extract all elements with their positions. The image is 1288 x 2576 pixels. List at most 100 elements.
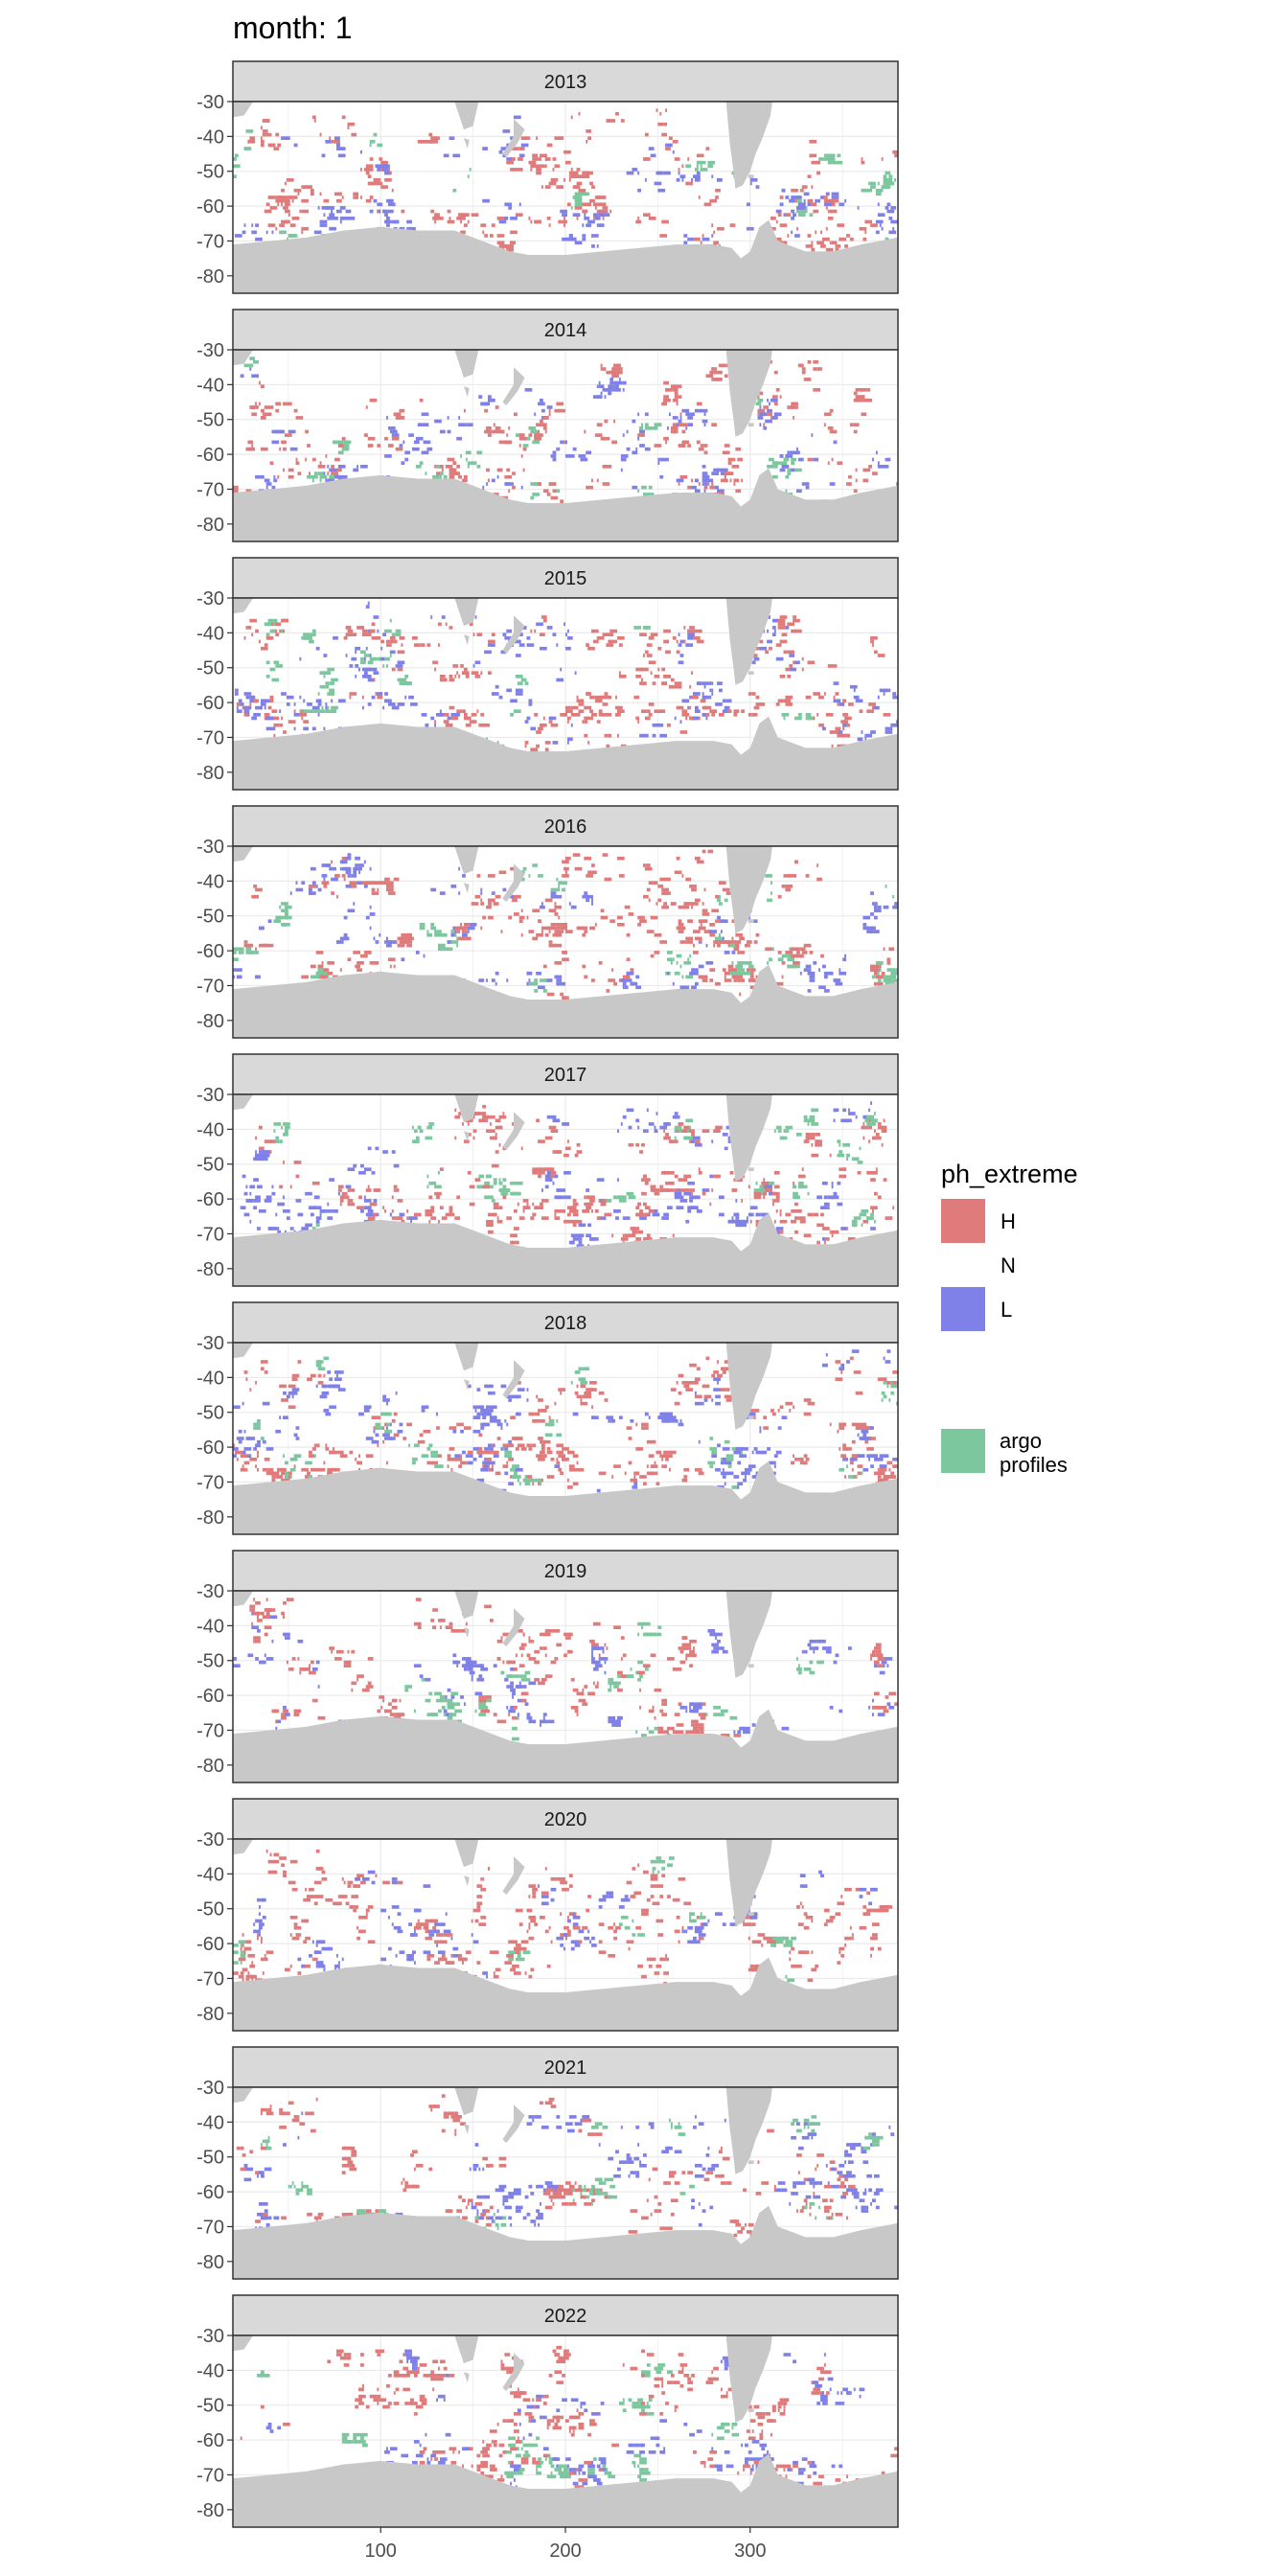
extreme-cell xyxy=(698,964,704,969)
falklands-landmass xyxy=(748,1167,754,1171)
extreme-cell xyxy=(269,699,274,703)
extreme-cell xyxy=(877,1125,884,1130)
extreme-cell xyxy=(759,1188,766,1192)
extreme-cell xyxy=(275,429,284,434)
extreme-cell xyxy=(397,650,405,655)
extreme-cell xyxy=(761,1450,768,1455)
extreme-cell xyxy=(384,436,388,441)
extreme-cell xyxy=(325,684,330,689)
extreme-cell xyxy=(251,444,254,448)
extreme-cell xyxy=(900,157,904,161)
extreme-cell xyxy=(273,622,282,627)
extreme-cell xyxy=(277,202,280,207)
extreme-cell xyxy=(395,1391,398,1395)
extreme-cell xyxy=(709,1174,714,1179)
extreme-cell xyxy=(586,129,591,133)
extreme-cell xyxy=(532,1443,537,1448)
extreme-cell xyxy=(544,429,547,434)
extreme-cell xyxy=(275,664,284,668)
extreme-cell xyxy=(773,1464,776,1468)
extreme-cell xyxy=(358,866,362,871)
extreme-cell xyxy=(693,237,701,242)
extreme-cell xyxy=(365,1188,372,1192)
extreme-cell xyxy=(258,402,261,406)
extreme-cell xyxy=(771,947,774,952)
extreme-cell xyxy=(265,726,272,731)
extreme-cell xyxy=(273,618,278,623)
extreme-cell xyxy=(582,894,588,899)
extreme-cell xyxy=(415,951,420,954)
extreme-cell xyxy=(538,1458,545,1461)
extreme-cell xyxy=(550,1129,559,1133)
extreme-cell xyxy=(632,981,638,986)
extreme-cell xyxy=(417,1125,420,1130)
extreme-cell xyxy=(835,692,840,696)
extreme-cell xyxy=(243,636,246,640)
extreme-cell xyxy=(628,1142,632,1147)
extreme-cell xyxy=(426,643,431,647)
extreme-cell xyxy=(661,905,669,909)
extreme-cell xyxy=(875,230,880,235)
extreme-cell xyxy=(269,1139,272,1143)
extreme-cell xyxy=(659,474,664,479)
extreme-cell xyxy=(885,1475,893,1479)
extreme-cell xyxy=(417,140,426,144)
extreme-cell xyxy=(715,188,721,193)
extreme-cell xyxy=(474,660,481,665)
extreme-cell xyxy=(319,1373,322,1378)
extreme-cell xyxy=(862,1136,865,1140)
extreme-cell xyxy=(391,632,396,636)
extreme-cell xyxy=(839,1167,847,1171)
extreme-cell xyxy=(515,1394,521,1399)
extreme-cell xyxy=(355,675,357,678)
extreme-cell xyxy=(715,981,721,986)
extreme-cell xyxy=(284,618,288,623)
extreme-cell xyxy=(275,132,280,137)
extreme-cell xyxy=(334,474,342,479)
extreme-cell xyxy=(785,626,790,630)
extreme-cell xyxy=(801,1167,804,1171)
new-zealand-landmass xyxy=(502,863,525,903)
extreme-cell xyxy=(415,436,424,441)
extreme-cell xyxy=(729,223,736,227)
extreme-cell xyxy=(793,947,800,952)
extreme-cell xyxy=(323,213,326,217)
extreme-cell xyxy=(315,1216,322,1220)
extreme-cell xyxy=(639,1209,643,1213)
extreme-cell xyxy=(236,705,239,710)
extreme-cell xyxy=(691,478,694,483)
extreme-cell xyxy=(339,866,342,871)
extreme-cell xyxy=(365,646,368,651)
extreme-cell xyxy=(589,1199,595,1203)
extreme-cell xyxy=(353,902,356,906)
extreme-cell xyxy=(377,168,381,172)
extreme-cell xyxy=(741,1219,748,1224)
extreme-cell xyxy=(713,468,721,472)
extreme-cell xyxy=(515,675,521,678)
extreme-cell xyxy=(369,1202,378,1207)
extreme-cell xyxy=(546,898,553,903)
extreme-cell xyxy=(233,1454,237,1458)
extreme-cell xyxy=(498,1142,501,1147)
extreme-cell xyxy=(546,217,551,220)
extreme-cell xyxy=(866,1115,873,1119)
extreme-cell xyxy=(289,196,298,199)
extreme-cell xyxy=(564,1195,571,1200)
extreme-cell xyxy=(341,447,348,451)
extreme-cell xyxy=(341,196,344,199)
extreme-cell xyxy=(654,932,662,937)
extreme-cell xyxy=(554,1195,561,1200)
extreme-cell xyxy=(269,143,276,148)
extreme-cell xyxy=(399,702,405,706)
extreme-cell xyxy=(508,1216,513,1220)
extreme-cell xyxy=(494,981,497,986)
extreme-cell xyxy=(598,1391,605,1395)
extreme-cell xyxy=(685,716,688,721)
extreme-cell xyxy=(628,912,634,916)
extreme-cell xyxy=(536,171,541,175)
extreme-cell xyxy=(432,136,437,140)
extreme-cell xyxy=(448,465,453,469)
extreme-cell xyxy=(628,1125,632,1130)
extreme-cell xyxy=(249,1191,252,1196)
extreme-cell xyxy=(862,478,869,483)
